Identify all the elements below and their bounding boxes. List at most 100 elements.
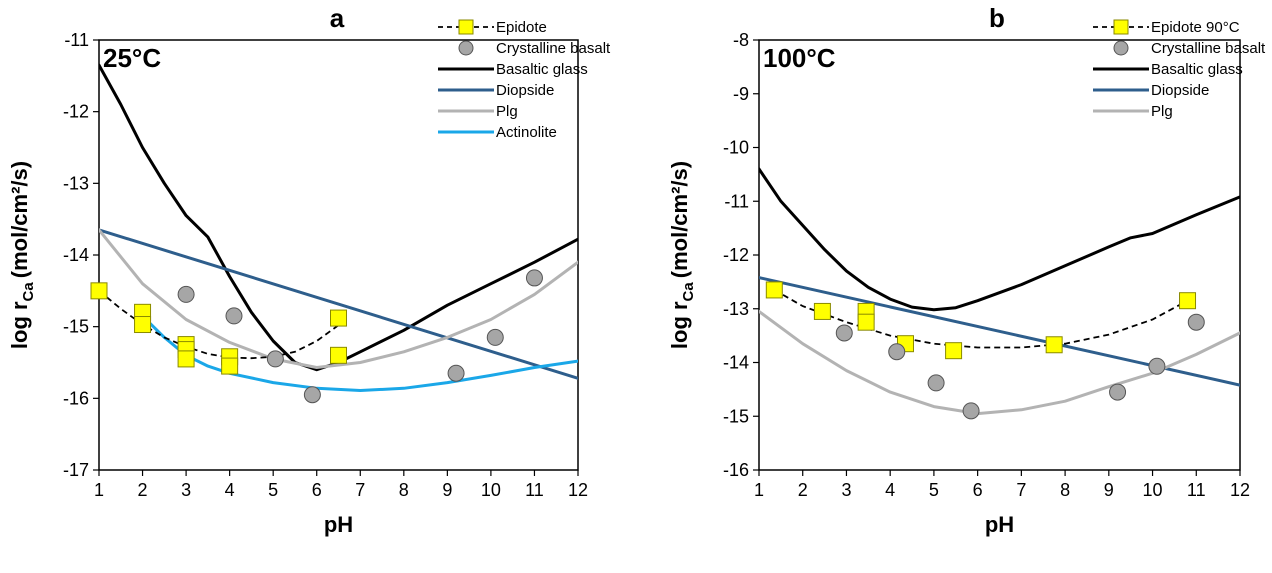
series-line-basaltic-glass (759, 167, 1240, 312)
x-tick-label: 8 (399, 480, 409, 500)
y-tick-label: -11 (64, 30, 89, 50)
legend-label: Basaltic glass (1151, 61, 1243, 78)
x-tick-label: 9 (442, 480, 452, 500)
chart-panel-a: a25°C1 2 3 4 5 6 7 8 9 10 11 12-17-16-15-14-13-12-1… (7, 3, 611, 537)
x-tick-label: 10 (1143, 480, 1163, 500)
legend-label: Actinolite (496, 124, 557, 141)
x-tick-label: 2 (138, 480, 148, 500)
x-tick-label: 10 (481, 480, 501, 500)
x-tick-label: 12 (1230, 480, 1250, 500)
data-point-crystalline-basalt (486, 328, 504, 346)
legend-label: Crystalline basalt (496, 40, 611, 57)
legend-swatch-marker (458, 19, 474, 35)
data-point-epidote (90, 282, 108, 300)
legend-swatch-marker (1113, 19, 1129, 35)
x-tick-label: 4 (225, 480, 235, 500)
legend-label: Diopside (1151, 82, 1209, 99)
data-point-crystalline-basalt (225, 307, 243, 325)
series-line-diopside (99, 228, 578, 380)
data-point-epidote-90-c (945, 342, 963, 360)
data-point-crystalline-basalt (266, 350, 284, 368)
data-point-epidote (330, 309, 347, 327)
data-point-crystalline-basalt (525, 269, 543, 287)
x-tick-label: 2 (798, 480, 808, 500)
plot-area (759, 167, 1240, 416)
x-tick-label: 9 (1104, 480, 1114, 500)
y-tick-label: -15 (723, 406, 749, 426)
x-tick-label: 6 (312, 480, 322, 500)
data-point-crystalline-basalt (962, 402, 980, 420)
legend-swatch-marker (1113, 40, 1129, 56)
data-point-epidote-90-c (1045, 336, 1063, 354)
legend-label: Diopside (496, 82, 554, 99)
y-tick-label: -14 (63, 245, 89, 265)
x-tick-label: 8 (1060, 480, 1070, 500)
data-point-epidote (177, 350, 195, 368)
data-point-crystalline-basalt (927, 374, 945, 392)
x-tick-label: 7 (1016, 480, 1026, 500)
x-tick-label: 6 (973, 480, 983, 500)
y-tick-label: -11 (724, 191, 749, 211)
data-point-epidote-90-c (813, 302, 831, 320)
y-tick-label: -16 (723, 460, 749, 480)
y-axis-title: log rCa(mol/cm²/s) (7, 161, 37, 349)
legend-label: Epidote (496, 19, 547, 36)
x-tick-label: 7 (355, 480, 365, 500)
y-tick-label: -14 (723, 353, 749, 373)
x-tick-label: 11 (1187, 480, 1206, 500)
x-tick-label: 4 (885, 480, 895, 500)
x-tick-label: 11 (525, 480, 544, 500)
data-point-epidote-90-c (857, 313, 875, 331)
series-line-plg (99, 228, 578, 369)
series-fit-epidote-90-c (773, 289, 1188, 349)
data-point-crystalline-basalt (1109, 383, 1127, 401)
data-point-epidote (330, 346, 347, 364)
y-axis-title: log rCa(mol/cm²/s) (667, 161, 697, 349)
x-tick-label: 12 (568, 480, 588, 500)
data-point-epidote-90-c (765, 281, 783, 299)
y-tick-label: -13 (63, 173, 89, 193)
data-point-crystalline-basalt (177, 285, 195, 303)
y-tick-label: -8 (733, 30, 749, 50)
data-point-crystalline-basalt (888, 343, 906, 361)
data-point-epidote (134, 316, 152, 334)
panel-title: b (989, 3, 1005, 33)
series-line-plg (759, 309, 1240, 416)
legend-swatch-marker (458, 40, 474, 56)
legend-label: Plg (496, 103, 518, 120)
x-tick-label: 5 (929, 480, 939, 500)
x-tick-label: 3 (181, 480, 191, 500)
legend-label: Epidote 90°C (1151, 19, 1240, 36)
x-axis-title: pH (324, 512, 353, 537)
x-axis-title: pH (985, 512, 1014, 537)
data-point-crystalline-basalt (447, 364, 465, 382)
temperature-label: 25°C (103, 43, 161, 73)
y-tick-label: -13 (723, 299, 749, 319)
data-point-crystalline-basalt (303, 386, 321, 404)
y-tick-label: -15 (63, 317, 89, 337)
panel-title: a (330, 3, 345, 33)
y-tick-label: -12 (63, 102, 89, 122)
x-tick-label: 5 (268, 480, 278, 500)
data-point-epidote-90-c (1179, 292, 1197, 310)
x-tick-label: 1 (94, 480, 104, 500)
legend: Epidote 90°C Crystalline basalt Basaltic g… (1093, 19, 1266, 120)
y-tick-label: -9 (733, 84, 749, 104)
data-point-crystalline-basalt (835, 324, 853, 342)
x-tick-label: 1 (754, 480, 764, 500)
data-point-crystalline-basalt (1187, 313, 1205, 331)
legend-label: Crystalline basalt (1151, 40, 1266, 57)
data-point-epidote (221, 357, 239, 375)
y-tick-label: -12 (723, 245, 749, 265)
legend-label: Basaltic glass (496, 61, 588, 78)
legend: Epidote Crystalline basalt Basaltic glass D… (438, 19, 611, 141)
y-tick-label: -10 (723, 138, 749, 158)
y-tick-label: -16 (63, 388, 89, 408)
legend-label: Plg (1151, 103, 1173, 120)
y-tick-label: -17 (63, 460, 89, 480)
series-line-basaltic-glass (99, 63, 578, 372)
temperature-label: 100°C (763, 43, 836, 73)
x-tick-label: 3 (841, 480, 851, 500)
